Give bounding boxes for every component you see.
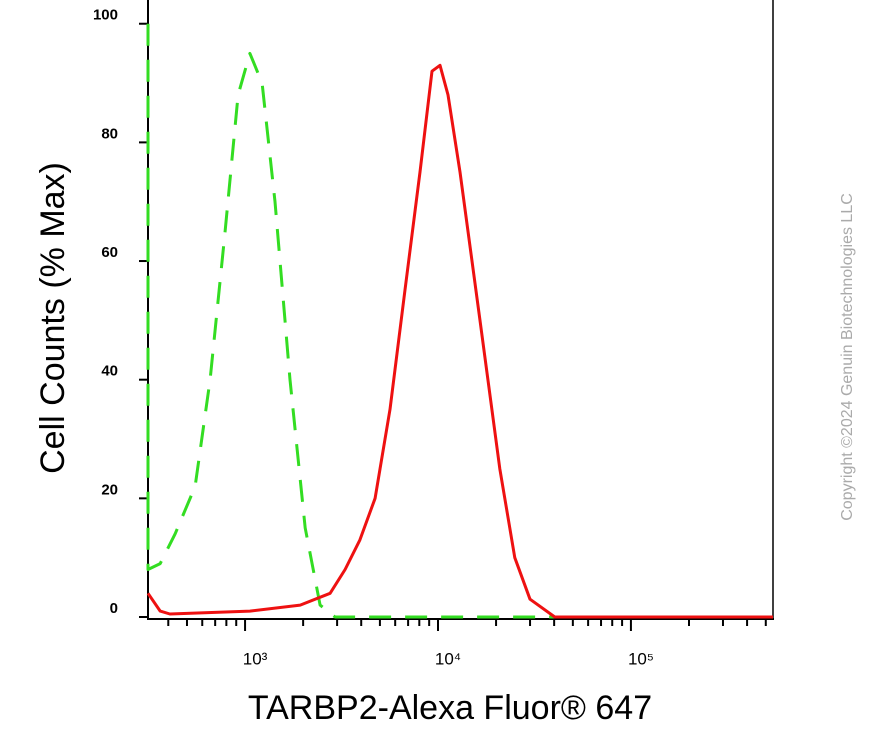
watermark: Copyright ©2024 Genuin Biotechnologies L… bbox=[839, 193, 856, 521]
x-tick-label: 10³ bbox=[243, 649, 268, 668]
series-line bbox=[146, 23, 773, 619]
x-axis-title: TARBP2-Alexa Fluor® 647 bbox=[248, 689, 652, 727]
series-line bbox=[146, 63, 773, 619]
y-tick-label: 0 bbox=[110, 600, 118, 617]
x-tick-label: 10⁴ bbox=[435, 649, 461, 668]
y-tick-label: 40 bbox=[101, 363, 118, 380]
y-tick-label: 20 bbox=[101, 481, 118, 498]
y-tick-label: 100 bbox=[93, 7, 118, 24]
x-tick-label: 10⁵ bbox=[628, 649, 654, 668]
y-tick-label: 60 bbox=[101, 244, 118, 261]
y-tick-label: 80 bbox=[101, 125, 118, 142]
y-axis-title: Cell Counts (% Max) bbox=[34, 162, 72, 474]
